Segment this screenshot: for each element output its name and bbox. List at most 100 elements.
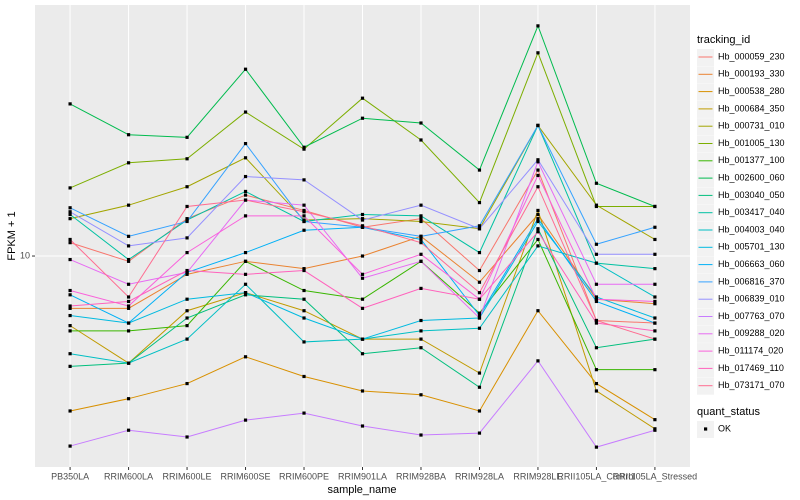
data-point <box>536 359 540 363</box>
data-point <box>68 306 72 310</box>
data-point <box>594 346 599 350</box>
data-point <box>419 393 423 397</box>
data-point <box>243 250 248 255</box>
data-point <box>477 280 482 284</box>
data-point <box>536 123 540 128</box>
data-point <box>419 286 423 291</box>
data-point <box>243 293 248 297</box>
data-point <box>302 214 306 218</box>
legend-point <box>704 427 708 431</box>
data-point <box>360 337 365 341</box>
data-point <box>653 204 657 209</box>
data-point <box>419 346 423 350</box>
data-point <box>419 214 423 218</box>
legend-label: Hb_004003_040 <box>718 224 785 234</box>
x-tick-label: RRIM928LE <box>513 471 562 481</box>
data-point <box>243 282 248 286</box>
data-point <box>594 299 599 304</box>
data-point <box>185 297 189 301</box>
legend-label: Hb_006816_370 <box>718 276 785 286</box>
data-point <box>68 293 72 297</box>
data-point <box>126 361 131 365</box>
data-point <box>653 237 657 242</box>
data-point <box>477 311 482 315</box>
data-point <box>185 268 189 273</box>
data-point <box>594 252 599 256</box>
data-point <box>68 288 72 293</box>
data-point <box>185 381 189 386</box>
x-tick-label: PB350LA <box>51 471 89 481</box>
data-point <box>360 352 365 356</box>
data-point <box>126 306 131 310</box>
data-point <box>126 234 131 238</box>
data-point <box>68 409 72 413</box>
data-point <box>126 428 131 432</box>
data-point <box>536 185 540 189</box>
data-point <box>536 244 540 248</box>
data-point <box>477 268 482 273</box>
data-point <box>360 306 365 310</box>
data-point <box>477 326 482 330</box>
data-point <box>185 185 189 189</box>
data-point <box>477 250 482 255</box>
data-point <box>126 304 131 308</box>
data-point <box>477 313 482 318</box>
data-point <box>126 299 131 304</box>
legend-label: Hb_006839_010 <box>718 294 785 304</box>
data-point <box>653 295 657 299</box>
data-point <box>594 242 599 246</box>
data-point <box>360 272 365 276</box>
data-point <box>68 241 72 245</box>
legend-label: OK <box>718 423 731 433</box>
legend-label: Hb_006663_060 <box>718 259 785 269</box>
legend-label: Hb_003040_050 <box>718 190 785 200</box>
data-point <box>302 309 306 313</box>
data-point <box>536 217 540 221</box>
data-point <box>185 204 189 209</box>
data-point <box>243 174 248 179</box>
data-point <box>594 261 599 265</box>
data-point <box>68 329 72 333</box>
data-point <box>536 309 540 313</box>
data-point <box>477 431 482 435</box>
data-point <box>594 381 599 386</box>
x-tick-label: RRIM600PE <box>279 471 329 481</box>
data-point <box>68 206 72 210</box>
data-point <box>419 138 423 142</box>
data-point <box>302 297 306 301</box>
data-point <box>302 210 306 214</box>
data-point <box>243 418 248 422</box>
data-point <box>360 254 365 258</box>
data-point <box>536 212 540 217</box>
data-point <box>302 145 306 149</box>
data-point <box>243 214 248 218</box>
data-point <box>243 110 248 114</box>
x-tick-label: RRII105LA_Control <box>557 471 635 481</box>
data-point <box>68 186 72 190</box>
data-point <box>360 224 365 228</box>
legend-label: Hb_000684_350 <box>718 103 785 113</box>
data-point <box>536 219 540 224</box>
data-point <box>126 257 131 262</box>
data-point <box>536 227 540 231</box>
data-point <box>419 234 423 238</box>
data-point <box>185 309 189 313</box>
data-point <box>185 316 189 320</box>
data-point <box>68 324 72 328</box>
legend-label: Hb_011174_020 <box>718 345 783 355</box>
data-point <box>68 313 72 318</box>
data-point <box>594 204 599 209</box>
legend-label: Hb_005701_130 <box>718 242 785 252</box>
data-point <box>653 299 657 304</box>
legend-label: Hb_003417_040 <box>718 207 785 217</box>
legend-label: Hb_009288_020 <box>718 328 785 338</box>
x-tick-label: RRIM928LA <box>455 471 504 481</box>
data-point <box>126 259 131 263</box>
data-point <box>360 276 365 280</box>
data-point <box>126 282 131 286</box>
data-point <box>594 181 599 185</box>
data-point <box>126 321 131 325</box>
data-point <box>653 329 657 333</box>
data-point <box>653 418 657 422</box>
data-point <box>419 203 423 207</box>
